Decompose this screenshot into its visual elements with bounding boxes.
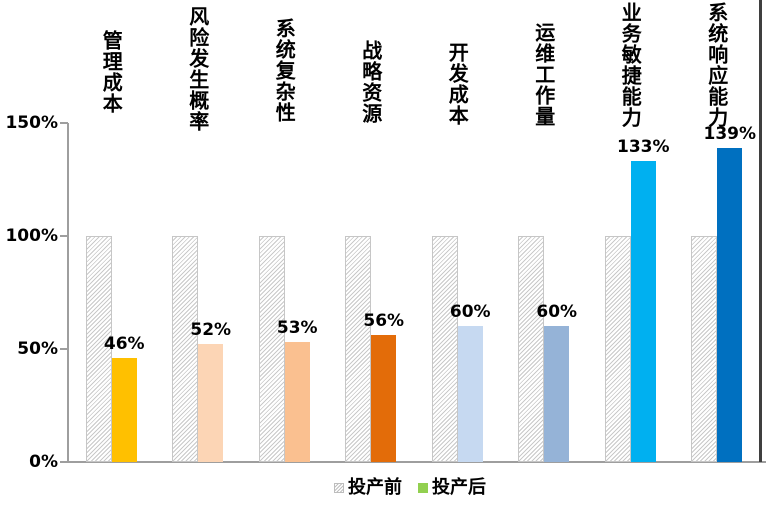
- green-swatch-icon: [418, 483, 428, 493]
- bar-after: [717, 147, 743, 462]
- bar-before: [345, 236, 372, 462]
- category-label: 风险发生概率: [185, 6, 210, 132]
- bar-after: [544, 326, 570, 462]
- legend-item-after: 投产后: [418, 478, 486, 498]
- bar-before: [518, 236, 545, 462]
- legend-label-after: 投产后: [432, 477, 486, 498]
- value-label: 53%: [276, 318, 318, 339]
- y-tick-label: 50%: [17, 339, 58, 359]
- legend-label-before: 投产前: [348, 477, 402, 498]
- category-label: 开发成本: [445, 42, 470, 126]
- right-border-line: [759, 0, 762, 462]
- bar-before: [258, 236, 285, 462]
- value-label: 52%: [190, 320, 232, 341]
- legend-item-before: 投产前: [334, 478, 402, 498]
- bar-after: [457, 326, 483, 462]
- y-tick-mark: [60, 348, 68, 350]
- bar-after: [284, 342, 310, 462]
- y-tick-mark: [60, 235, 68, 237]
- bar-before: [431, 236, 458, 462]
- y-tick-mark: [60, 461, 68, 463]
- category-label: 系统响应能力: [704, 2, 729, 128]
- value-label: 60%: [536, 302, 578, 323]
- bar-after: [198, 344, 224, 462]
- hatched-swatch-icon: [334, 483, 344, 493]
- bar-before: [172, 236, 199, 462]
- y-tick-mark: [60, 122, 68, 124]
- category-label: 系统复杂性: [272, 18, 297, 123]
- y-tick-label: 0%: [29, 452, 58, 472]
- category-label: 战略资源: [358, 40, 383, 124]
- bar-after: [371, 335, 397, 462]
- value-label: 56%: [363, 311, 405, 332]
- legend: 投产前 投产后: [334, 478, 486, 498]
- bar-after: [111, 358, 137, 462]
- value-label: 60%: [449, 302, 491, 323]
- category-label: 业务敏捷能力: [618, 2, 643, 128]
- category-label: 管理成本: [99, 30, 124, 114]
- y-tick-label: 100%: [5, 226, 58, 246]
- y-axis-line: [67, 123, 69, 463]
- bar-before: [85, 236, 112, 462]
- value-label: 139%: [703, 123, 757, 144]
- value-label: 46%: [103, 334, 145, 355]
- x-axis-line: [60, 461, 766, 463]
- bar-before: [604, 236, 631, 462]
- bar-after: [630, 161, 656, 462]
- bar-before: [691, 236, 718, 462]
- y-tick-label: 150%: [5, 113, 58, 133]
- category-label: 运维工作量: [531, 22, 556, 127]
- value-label: 133%: [616, 137, 670, 158]
